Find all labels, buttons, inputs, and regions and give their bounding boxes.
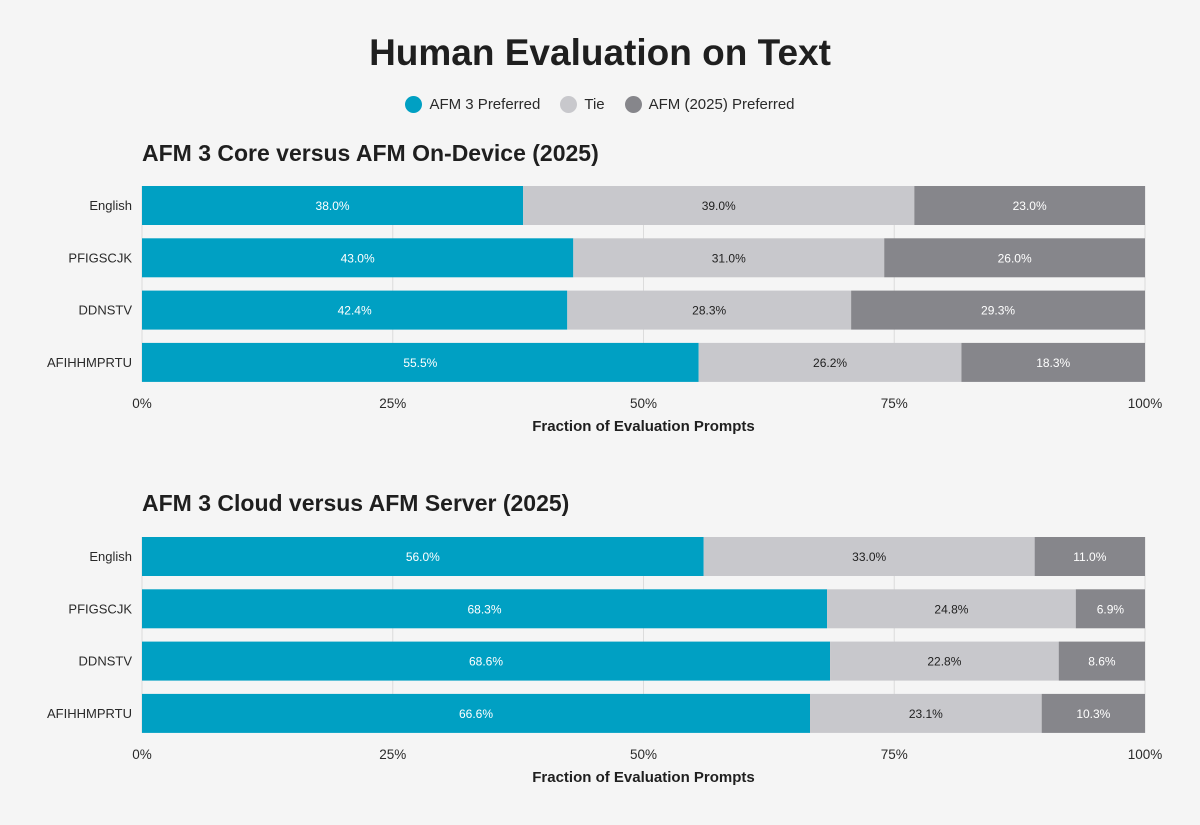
bar-core-2-2 (851, 290, 1145, 330)
bar-core-3-2 (961, 342, 1145, 382)
tick-label-core-0: 0% (132, 396, 152, 411)
tick-label-cloud-3: 75% (881, 747, 908, 762)
bar-label-core-3-0: 55.5% (403, 356, 437, 370)
bar-label-core-1-2: 26.0% (998, 251, 1032, 265)
category-label-cloud-3: AFIHHMPRTU (47, 706, 132, 721)
bar-label-core-2-1: 28.3% (692, 304, 726, 318)
bar-label-cloud-2-0: 68.6% (469, 655, 503, 669)
bar-cloud-2-0 (142, 641, 831, 681)
tick-label-core-3: 75% (881, 396, 908, 411)
bar-label-cloud-1-2: 6.9% (1097, 602, 1125, 616)
legend: AFM 3 Preferred Tie AFM (2025) Preferred (0, 96, 1200, 113)
bar-core-0-1 (523, 186, 915, 225)
panel-title-core: AFM 3 Core versus AFM On-Device (2025) (142, 140, 599, 166)
tick-label-cloud-0: 0% (132, 747, 152, 762)
legend-swatch-tie (560, 96, 578, 113)
bar-cloud-3-1 (809, 693, 1042, 733)
panel-title-cloud: AFM 3 Cloud versus AFM Server (2025) (142, 490, 570, 516)
bar-label-cloud-0-0: 56.0% (406, 550, 440, 564)
tick-label-core-2: 50% (630, 396, 657, 411)
legend-item-afm2025: AFM (2025) Preferred (624, 96, 795, 113)
legend-label-afm2025: AFM (2025) Preferred (648, 96, 795, 113)
bar-core-3-0 (142, 342, 699, 382)
bar-core-0-0 (142, 186, 524, 225)
legend-swatch-afm2025 (624, 96, 642, 113)
legend-item-tie: Tie (560, 96, 605, 113)
bar-cloud-2-1 (830, 641, 1059, 681)
chart-title: Human Evaluation on Text (369, 32, 831, 73)
legend-swatch-afm3 (405, 96, 423, 113)
bar-label-cloud-2-2: 8.6% (1088, 655, 1116, 669)
tick-label-core-4: 100% (1128, 396, 1163, 411)
category-label-core-1: PFIGSCJK (68, 250, 132, 265)
bar-label-cloud-3-0: 66.6% (459, 707, 493, 721)
bar-cloud-1-1 (827, 589, 1076, 629)
bar-label-cloud-1-0: 68.3% (468, 602, 502, 616)
bar-cloud-1-2 (1075, 589, 1145, 629)
bar-label-core-2-0: 42.4% (338, 304, 372, 318)
bar-label-core-0-0: 38.0% (316, 199, 350, 213)
bar-label-core-0-2: 23.0% (1013, 199, 1047, 213)
bar-cloud-2-2 (1058, 641, 1145, 681)
bar-cloud-3-0 (142, 693, 810, 733)
bar-label-core-3-2: 18.3% (1036, 356, 1070, 370)
bar-core-2-1 (567, 290, 852, 330)
bar-label-cloud-3-1: 23.1% (909, 707, 943, 721)
bar-cloud-0-1 (703, 537, 1035, 576)
legend-item-afm3: AFM 3 Preferred (405, 96, 540, 113)
bar-label-cloud-0-1: 33.0% (852, 550, 886, 564)
bar-cloud-0-0 (142, 537, 704, 576)
tick-label-cloud-2: 50% (630, 747, 657, 762)
tick-label-core-1: 25% (379, 396, 406, 411)
bar-cloud-1-0 (142, 589, 828, 629)
bar-label-core-0-1: 39.0% (702, 199, 736, 213)
category-label-core-0: English (89, 198, 132, 213)
bar-core-0-2 (914, 186, 1145, 225)
chart-core-vs-ondevice: English 38.0% 39.0% 23.0% PFIGSCJK 43.0% 31.0%… (47, 186, 1163, 435)
bar-label-cloud-3-2: 10.3% (1076, 707, 1110, 721)
bar-label-cloud-1-1: 24.8% (934, 602, 968, 616)
category-label-cloud-0: English (89, 549, 132, 564)
category-label-cloud-2: DDNSTV (79, 654, 133, 669)
bar-cloud-0-2 (1034, 537, 1145, 576)
bar-label-cloud-2-1: 22.8% (927, 655, 961, 669)
bar-core-1-0 (142, 238, 574, 278)
legend-label-tie: Tie (584, 96, 605, 113)
bar-core-2-0 (142, 290, 568, 330)
chart-cloud-vs-server: English 56.0% 33.0% 11.0% PFIGSCJK 68.3% 24.8%… (47, 537, 1163, 786)
category-label-core-2: DDNSTV (79, 303, 133, 318)
tick-label-cloud-1: 25% (379, 747, 406, 762)
bar-label-cloud-0-2: 11.0% (1073, 550, 1106, 564)
x-axis-title-cloud: Fraction of Evaluation Prompts (532, 769, 755, 786)
legend-label-afm3: AFM 3 Preferred (429, 96, 541, 113)
bar-core-3-1 (698, 342, 962, 382)
bar-label-core-2-2: 29.3% (981, 304, 1015, 318)
bar-label-core-3-1: 26.2% (813, 356, 847, 370)
bar-cloud-3-2 (1041, 693, 1145, 733)
bar-label-core-1-0: 43.0% (341, 251, 375, 265)
bar-core-1-2 (884, 238, 1145, 278)
bar-core-1-1 (573, 238, 885, 278)
tick-label-cloud-4: 100% (1128, 747, 1163, 762)
category-label-core-3: AFIHHMPRTU (47, 355, 132, 370)
x-axis-title-core: Fraction of Evaluation Prompts (532, 418, 755, 435)
bar-label-core-1-1: 31.0% (712, 251, 746, 265)
category-label-cloud-1: PFIGSCJK (68, 601, 132, 616)
